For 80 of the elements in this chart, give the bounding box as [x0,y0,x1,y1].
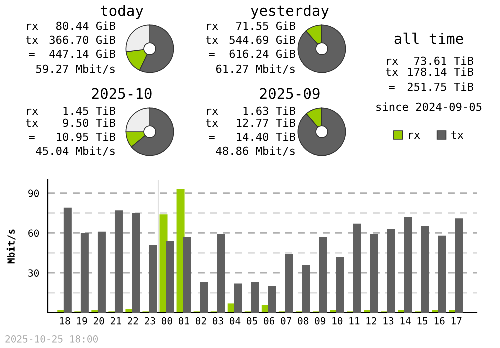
chart-title: today [100,4,144,20]
text: tx 178.14 TiB [386,68,474,76]
text: = 447.14 GiB [29,50,116,58]
bar [251,282,260,313]
bar [268,286,276,313]
y-axis-title: Mbit/s [6,230,16,264]
text: since 2024-09-05 [376,102,482,112]
bar [370,234,378,313]
text: rx 80.44 GiB [27,22,116,30]
bar [132,213,140,313]
bar [438,236,446,313]
text: all time [394,32,464,44]
bar [166,241,174,313]
bar [353,224,362,313]
bar [64,208,72,313]
text: tx 366.70 GiB [26,36,116,44]
x-tick-label: 11 [350,318,360,325]
text: 48.86 Mbit/s [216,146,295,156]
bar [114,210,123,313]
bar [302,265,310,313]
text: = 14.40 TiB [209,132,296,142]
x-tick-label: 14 [400,318,411,325]
bar [285,254,294,313]
x-tick-label: 01 [178,317,190,325]
bar [80,233,89,313]
x-tick-label: 13 [384,317,394,325]
bar [149,245,158,313]
text: 2025-10-25 18:00 [6,335,98,343]
legend-label: rx [409,132,420,140]
text: = 251.75 TiB [389,82,474,92]
x-tick-label: 02 [196,317,206,325]
text: rx 73.61 TiB [387,56,474,66]
bar [387,229,396,313]
x-tick-label: 06 [264,317,275,325]
x-tick-label: 23 [145,317,156,325]
x-tick-label: 22 [128,317,138,325]
bar [98,232,106,313]
chart-title: 2025-09 [260,88,320,100]
text: = 10.95 TiB [29,132,116,142]
legend-label: tx [451,131,464,140]
text: tx 544.69 GiB [206,36,296,44]
x-tick-label: 00 [162,317,172,325]
y-tick-label: 60 [28,230,40,238]
bar [421,226,430,313]
bar [319,237,328,313]
text: = 616.24 GiB [209,50,296,58]
bar [217,234,226,313]
bar [336,257,344,313]
bar [455,218,464,313]
text: rx 1.63 TiB [207,106,296,116]
text: tx 12.77 TiB [206,118,296,128]
x-tick-label: 08 [298,317,309,325]
bar [234,284,242,313]
bar [404,217,412,313]
text: 59.27 Mbit/s [36,64,115,74]
text: 45.04 Mbit/s [36,146,115,156]
chart-title: yesterday [251,4,329,20]
x-tick-label: 20 [94,317,104,325]
y-tick-label: 90 [28,190,40,198]
text: rx 71.55 GiB [207,22,296,30]
x-tick-label: 07 [281,317,292,325]
chart-title: 2025-10 [92,88,152,100]
x-tick-label: 03 [213,317,224,325]
text: rx 1.45 TiB [27,106,116,116]
x-tick-label: 16 [434,317,445,325]
x-tick-label: 21 [110,317,122,325]
y-tick-label: 30 [28,270,40,277]
text: tx 9.50 TiB [26,118,116,128]
x-tick-label: 17 [452,318,462,325]
bar [200,282,208,313]
x-tick-label: 12 [366,317,376,325]
x-tick-label: 18 [60,317,70,325]
x-tick-label: 09 [315,317,326,325]
x-tick-label: 05 [247,317,258,325]
bar [183,237,192,313]
x-tick-label: 15 [418,318,428,325]
x-tick-label: 04 [230,317,241,325]
x-tick-label: 19 [77,317,88,325]
text: 61.27 Mbit/s [216,64,295,74]
x-tick-label: 10 [332,317,343,325]
